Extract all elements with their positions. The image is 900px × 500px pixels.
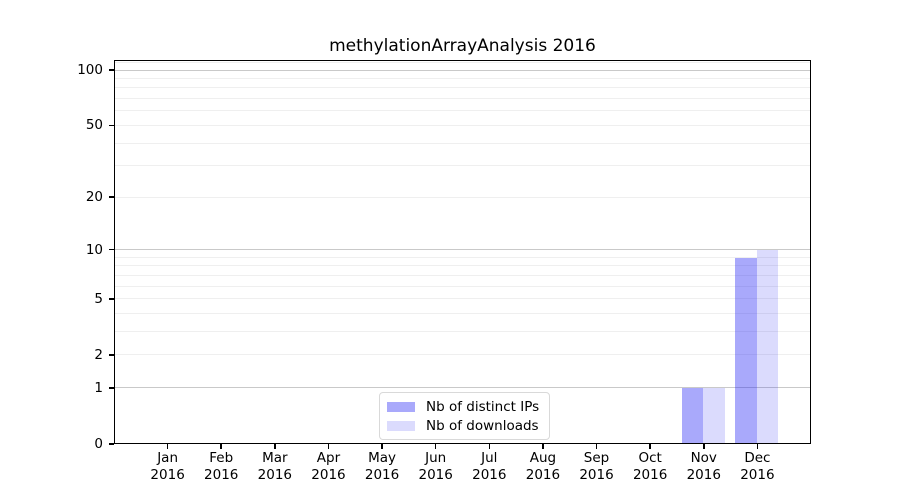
y-tick-mark <box>109 354 114 356</box>
y-tick-label: 100 <box>77 62 103 78</box>
gridline-major <box>115 69 810 71</box>
x-tick-mark <box>649 444 651 449</box>
gridline-minor <box>115 98 810 100</box>
x-tick-mark <box>166 444 169 449</box>
y-tick-mark <box>109 297 114 300</box>
gridline-minor <box>115 196 810 198</box>
legend-label-distinct-ips: Nb of distinct IPs <box>426 398 540 415</box>
gridline-minor <box>115 61 810 63</box>
x-tick-label: Nov 2016 <box>686 450 721 483</box>
y-tick-mark <box>109 248 114 251</box>
y-tick-label: 20 <box>85 189 103 206</box>
y-tick-label: 2 <box>94 346 103 363</box>
bar-downloads-dec <box>756 250 779 443</box>
legend: Nb of distinct IPs Nb of downloads <box>379 392 551 440</box>
gridline-minor <box>115 331 810 333</box>
x-tick-mark <box>542 444 544 449</box>
legend-label-downloads: Nb of downloads <box>426 417 539 434</box>
x-tick-mark <box>327 444 330 449</box>
x-tick-label: Jan 2016 <box>150 450 185 483</box>
x-tick-label: Jun 2016 <box>418 450 453 483</box>
y-tick-mark <box>109 387 114 389</box>
x-tick-mark <box>274 444 276 449</box>
x-tick-label: Feb 2016 <box>204 450 239 483</box>
x-tick-label: Apr 2016 <box>311 450 346 483</box>
x-tick-label: Jul 2016 <box>472 450 507 483</box>
gridline-minor <box>115 124 810 126</box>
x-tick-label: Aug 2016 <box>525 450 561 483</box>
gridline-minor <box>115 274 810 276</box>
gridline-minor <box>115 142 810 144</box>
gridline-minor <box>115 313 810 315</box>
x-tick-mark <box>702 444 705 449</box>
gridline-minor <box>115 265 810 267</box>
bar-downloads-nov <box>703 388 725 443</box>
bar-distinct-ips-dec <box>735 257 757 443</box>
gridline-minor <box>115 165 810 167</box>
x-tick-mark <box>220 444 223 449</box>
legend-item-downloads: Nb of downloads <box>387 416 539 435</box>
y-tick-label: 50 <box>85 117 103 134</box>
legend-item-distinct-ips: Nb of distinct IPs <box>387 397 539 416</box>
gridline-minor <box>115 298 810 300</box>
y-tick-label: 0 <box>94 436 103 452</box>
legend-swatch-downloads-icon <box>387 420 415 431</box>
gridline-minor <box>115 110 810 112</box>
x-tick-label: Mar 2016 <box>257 450 293 483</box>
gridline-minor <box>115 87 810 89</box>
gridline-minor <box>115 285 810 287</box>
y-tick-label: 1 <box>94 379 103 396</box>
gridline-minor <box>115 354 810 356</box>
gridline-major <box>115 387 810 389</box>
y-tick-label: 10 <box>85 241 103 258</box>
gridline-minor <box>115 77 810 79</box>
x-tick-label: May 2016 <box>364 450 400 483</box>
x-tick-label: Oct 2016 <box>632 450 668 483</box>
gridline-major <box>115 249 810 251</box>
bar-distinct-ips-nov <box>681 388 704 443</box>
x-tick-mark <box>756 444 759 449</box>
gridline-minor <box>115 256 810 258</box>
x-tick-mark <box>595 444 598 449</box>
x-tick-label: Sep 2016 <box>579 450 614 483</box>
x-tick-mark <box>434 444 437 449</box>
x-tick-label: Dec 2016 <box>740 450 775 483</box>
y-tick-label: 5 <box>94 290 103 307</box>
x-tick-mark <box>488 444 491 449</box>
plot-area <box>114 60 811 444</box>
x-tick-mark <box>381 444 383 449</box>
legend-swatch-distinct-ips-icon <box>387 401 415 412</box>
y-tick-mark <box>109 69 114 71</box>
y-tick-mark <box>109 196 114 199</box>
y-tick-mark <box>109 443 114 445</box>
y-tick-mark <box>109 124 114 127</box>
chart-title: methylationArrayAnalysis 2016 <box>329 36 596 56</box>
